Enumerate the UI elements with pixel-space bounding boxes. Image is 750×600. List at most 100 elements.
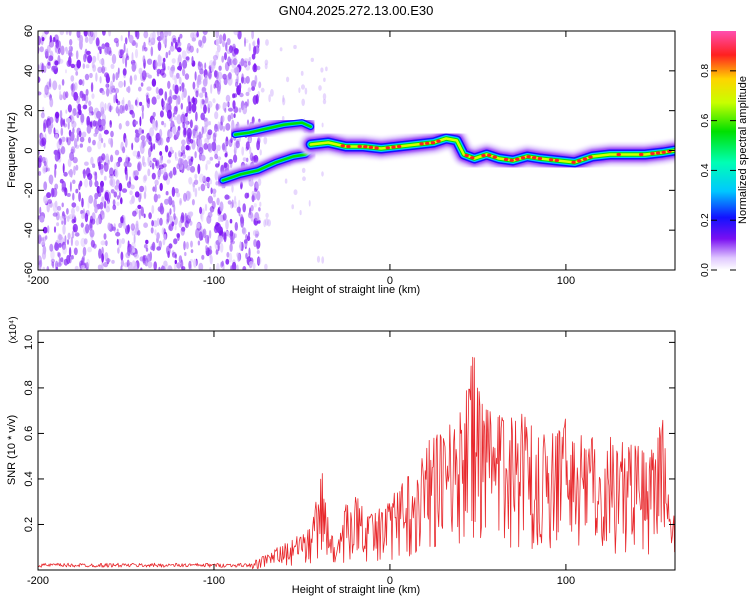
noise-speckle [178,61,182,72]
noise-speckle [156,94,161,100]
noise-speckle [186,106,189,115]
noise-speckle [189,119,193,129]
noise-speckle [195,111,198,122]
noise-speckle [141,129,144,134]
faint-speckle [268,94,271,103]
noise-speckle [183,240,186,251]
noise-speckle [92,139,96,146]
noise-speckle [73,138,78,148]
noise-speckle [110,189,115,194]
noise-speckle [44,31,49,35]
noise-speckle [121,99,125,105]
noise-speckle [124,103,129,111]
noise-speckle [162,63,166,69]
noise-speckle [75,205,80,212]
noise-speckle [108,137,112,145]
noise-speckle [190,32,195,39]
noise-speckle [79,90,82,96]
noise-speckle [169,146,173,152]
noise-speckle [75,188,79,194]
noise-speckle [222,231,227,240]
noise-speckle [204,117,209,128]
noise-speckle [55,266,59,270]
noise-speckle [67,232,71,240]
noise-speckle [200,183,206,192]
noise-speckle [59,90,62,99]
noise-speckle [245,141,250,151]
peak-dot [571,160,576,164]
noise-speckle [54,34,59,43]
noise-speckle [83,31,88,37]
noise-speckle [96,110,102,119]
noise-speckle [138,209,141,220]
faint-speckle [259,201,262,207]
noise-speckle [256,65,261,71]
noise-speckle [46,167,50,172]
noise-speckle [221,115,225,123]
noise-speckle [99,210,105,220]
noise-speckle [113,37,119,44]
noise-speckle [143,244,148,249]
noise-speckle [47,61,51,66]
noise-speckle [82,168,86,179]
noise-speckle [173,116,177,121]
noise-speckle [207,234,210,245]
noise-speckle [257,38,260,46]
noise-speckle [168,96,173,105]
noise-speckle [114,87,120,94]
peak-dot [363,145,368,149]
noise-speckle [126,55,130,61]
noise-speckle [227,56,232,67]
faint-speckle [321,171,324,177]
noise-speckle [104,191,109,201]
noise-speckle [78,130,82,138]
noise-speckle [244,37,246,48]
noise-speckle [75,164,79,171]
noise-speckle [135,220,139,228]
noise-speckle [99,101,105,111]
noise-speckle [218,65,222,71]
colorbar-ticks: 0.0 0.2 0.4 0.6 0.8 [700,63,736,277]
noise-speckle [135,42,138,48]
noise-speckle [130,223,135,231]
noise-speckle [58,47,61,55]
noise-speckle [68,170,73,176]
noise-speckle [211,141,217,152]
noise-speckle [204,124,208,133]
noise-speckle [98,248,102,259]
y-tick-label: 40 [23,65,35,77]
noise-speckle [195,90,199,98]
faint-speckle [316,255,321,263]
noise-speckle [194,124,199,132]
noise-speckle [222,33,227,42]
noise-speckle [182,153,187,159]
noise-speckle [80,222,84,228]
noise-speckle [245,91,250,97]
noise-speckle [204,74,208,85]
y-tick-label: 0.2 [23,517,35,532]
noise-speckle [43,65,47,73]
noise-speckle [165,191,169,196]
noise-speckle [54,200,58,208]
noise-speckle [126,181,132,189]
noise-speckle [230,230,233,241]
noise-speckle [156,246,162,251]
noise-speckle [68,49,73,57]
noise-speckle [157,135,162,146]
noise-speckle [236,206,241,214]
noise-speckle [85,88,89,96]
noise-speckle [162,238,166,246]
noise-speckle [125,170,128,181]
noise-speckle [50,187,55,198]
noise-speckle [101,196,105,205]
faint-speckle [323,77,326,83]
noise-speckle [68,52,74,57]
noise-speckle [80,265,86,269]
noise-speckle [215,70,219,80]
noise-speckle [58,138,62,146]
noise-speckle [198,262,204,270]
noise-speckle [147,168,151,177]
noise-speckle [145,247,149,252]
faint-speckle [284,178,288,184]
noise-speckle [94,171,98,182]
